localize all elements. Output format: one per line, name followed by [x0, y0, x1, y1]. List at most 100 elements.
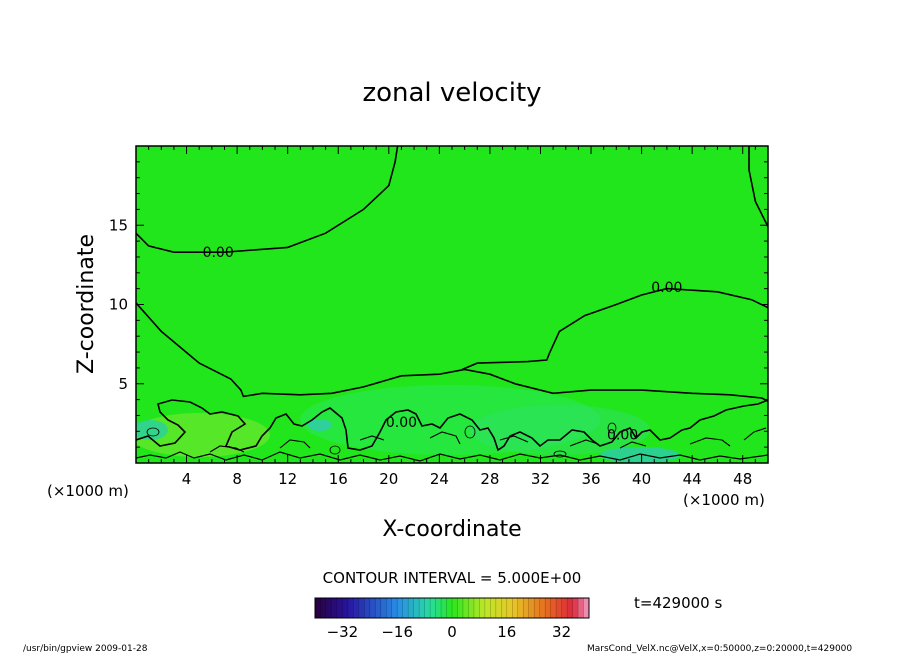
x-tick-label: 28	[480, 470, 499, 488]
x-tick-label: 20	[379, 470, 398, 488]
x-tick-label: 36	[581, 470, 600, 488]
contour-label: 0.00	[651, 280, 682, 296]
colorbar-cell	[517, 598, 524, 618]
x-tick-label: 32	[531, 470, 550, 488]
time-label: t=429000 s	[634, 594, 722, 612]
lower-zero-contour	[136, 399, 768, 452]
colorbar-cell	[424, 598, 431, 618]
colorbar-cell	[391, 598, 398, 618]
contour-label: 0.00	[607, 427, 638, 443]
x-tick-label: 44	[683, 470, 702, 488]
contour-interval-text: CONTOUR INTERVAL = 5.000E+00	[323, 569, 582, 587]
x-tick-label: 8	[232, 470, 242, 488]
colorbar-cell	[501, 598, 508, 618]
colorbar-cell	[430, 598, 437, 618]
colorbar-cell	[369, 598, 376, 618]
colorbar-cell	[419, 598, 426, 618]
contour-label: 0.00	[203, 245, 234, 261]
anomaly-patch	[136, 413, 270, 457]
colorbar-cell	[523, 598, 530, 618]
colorbar-cell	[386, 598, 393, 618]
colorbar-cell	[473, 598, 480, 618]
x-tick-label: 16	[329, 470, 348, 488]
colorbar-cell	[325, 598, 332, 618]
colorbar-cell	[534, 598, 541, 618]
colorbar-cell	[315, 598, 321, 618]
lower-contour	[209, 427, 767, 453]
colorbar-cell	[336, 598, 343, 618]
x-unit-left: (×1000 m)	[47, 482, 129, 500]
colorbar-cell	[462, 598, 469, 618]
y-tick-label: 10	[109, 296, 128, 314]
colorbar-cell	[320, 598, 327, 618]
footer-right: MarsCond_VelX.nc@VelX,x=0:50000,z=0:2000…	[587, 644, 852, 654]
colorbar-frame	[314, 597, 590, 619]
colorbar-cell	[561, 598, 568, 618]
colorbar-tick-label: 32	[552, 623, 571, 641]
colorbar-cell	[413, 598, 420, 618]
zero-contour-line	[136, 146, 399, 253]
chart-title: zonal velocity	[362, 78, 541, 108]
colorbar-cell	[364, 598, 371, 618]
colorbar-cell	[479, 598, 486, 618]
x-tick-label: 48	[733, 470, 752, 488]
footer-left: /usr/bin/gpview 2009-01-28	[23, 644, 148, 654]
y-axis-label: Z-coordinate	[74, 234, 99, 374]
contour-label: 0.00	[386, 415, 417, 431]
colorbar-tick-label: −32	[327, 623, 359, 641]
colorbar-cell	[468, 598, 475, 618]
x-tick-label: 12	[278, 470, 297, 488]
lower-contour	[136, 451, 768, 462]
colorbar-cell	[397, 598, 404, 618]
colorbar-cell	[539, 598, 546, 618]
colorbar-cell	[347, 598, 354, 618]
colorbar-cell	[457, 598, 464, 618]
colorbar-cell	[353, 598, 360, 618]
anomaly-patch	[308, 419, 332, 431]
colorbar-cell	[441, 598, 448, 618]
colorbar-cell	[446, 598, 453, 618]
y-unit-right: (×1000 m)	[683, 491, 765, 509]
x-axis-label: X-coordinate	[382, 517, 521, 542]
colorbar-cell	[506, 598, 513, 618]
colorbar-tick-label: 16	[497, 623, 516, 641]
colorbar-cell	[512, 598, 519, 618]
colorbar-tick-label: 0	[447, 623, 457, 641]
x-tick-label: 40	[632, 470, 651, 488]
colorbar-cell	[490, 598, 497, 618]
closed-contour	[329, 445, 341, 455]
y-tick-label: 5	[118, 375, 128, 393]
zero-contour-line	[461, 287, 768, 371]
colorbar-cell	[578, 598, 585, 618]
colorbar-tick-label: −16	[381, 623, 413, 641]
colorbar-cell	[528, 598, 535, 618]
colorbar-cell	[550, 598, 557, 618]
colorbar-cell	[572, 598, 579, 618]
colorbar-cell	[435, 598, 442, 618]
colorbar-cell	[452, 598, 458, 618]
colorbar-cell	[358, 598, 365, 618]
colorbar-cell	[567, 598, 574, 618]
anomaly-patch	[470, 405, 650, 455]
anomaly-patch	[600, 447, 680, 463]
closed-contour	[146, 427, 160, 437]
colorbar-cell	[545, 598, 552, 618]
zero-contour-line	[136, 302, 768, 402]
turbulent-layer	[136, 146, 768, 463]
colorbar-cell	[375, 598, 382, 618]
colorbar-cell	[583, 598, 590, 618]
colorbar-cell	[408, 598, 415, 618]
zero-contour-line	[748, 146, 768, 228]
x-tick-label: 24	[430, 470, 449, 488]
colorbar-cell	[402, 598, 409, 618]
x-tick-label: 4	[182, 470, 192, 488]
y-tick-label: 15	[109, 216, 128, 234]
colorbar-cell	[495, 598, 502, 618]
colorbar-cell	[484, 598, 491, 618]
colorbar-cell	[331, 598, 338, 618]
closed-contour	[553, 450, 567, 458]
closed-contour	[464, 425, 476, 439]
colorbar-cell	[380, 598, 387, 618]
anomaly-patch	[136, 420, 168, 440]
